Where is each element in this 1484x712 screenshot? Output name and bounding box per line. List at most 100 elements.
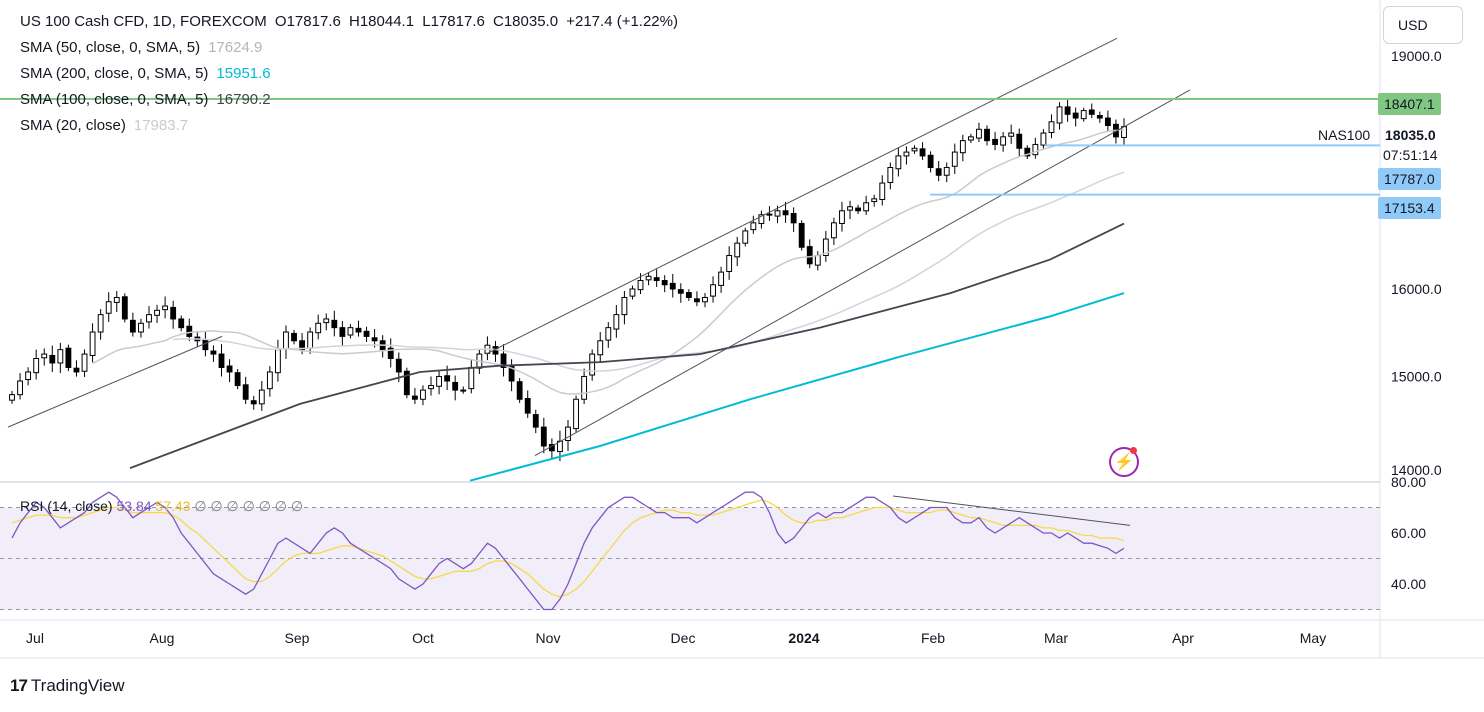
candle-up: [742, 230, 749, 244]
candle-up: [33, 358, 40, 374]
time-tick-label: Aug: [150, 630, 175, 646]
candle-down: [766, 213, 773, 216]
candle-up: [315, 322, 322, 334]
candle-up: [283, 331, 289, 350]
candle-down: [387, 347, 394, 360]
candle-down: [234, 372, 241, 387]
candle-up: [734, 242, 741, 258]
close-label: C: [492, 13, 504, 30]
candle-up: [967, 136, 974, 141]
candle-up: [307, 331, 314, 349]
resistance-price-tag: 18407.1: [1378, 93, 1441, 115]
candle-up: [629, 288, 636, 297]
low-value: 17817.6: [430, 13, 485, 30]
candle-up: [726, 254, 733, 272]
brand-name: TradingView: [30, 676, 125, 695]
rsi-legend[interactable]: RSI (14, close) 53.84 57.43 ∅ ∅ ∅ ∅ ∅ ∅ …: [20, 498, 303, 515]
candle-up: [428, 385, 434, 390]
candle-up: [9, 394, 15, 401]
candle-up: [1056, 106, 1063, 124]
sma100-legend[interactable]: SMA (100, close, 0, SMA, 5) 16790.2: [20, 91, 275, 108]
time-tick-label: May: [1300, 630, 1326, 646]
candle-down: [500, 353, 507, 368]
price-tick-label: 15000.0: [1391, 368, 1442, 384]
candle-up: [1032, 143, 1039, 156]
candle-up: [154, 309, 160, 316]
high-value: 18044.1: [359, 13, 415, 30]
candle-up: [146, 314, 152, 323]
rsi-label: RSI (14, close): [20, 498, 113, 514]
candle-up: [138, 322, 144, 333]
sma50-legend[interactable]: SMA (50, close, 0, SMA, 5) 17624.9: [20, 39, 266, 56]
sma200-legend[interactable]: SMA (200, close, 0, SMA, 5) 15951.6: [20, 65, 275, 82]
candle-down: [65, 347, 72, 368]
candle-down: [919, 148, 926, 157]
candle-up: [565, 426, 571, 441]
rsi-value: 53.84: [116, 498, 152, 514]
candle-down: [1024, 147, 1031, 157]
sma50-line: [173, 171, 1125, 372]
candle-up: [97, 314, 104, 333]
candle-up: [750, 222, 757, 231]
time-tick-label: Nov: [536, 630, 561, 646]
sma200-label: SMA (200, close, 0, SMA, 5): [20, 65, 209, 82]
candle-up: [347, 327, 354, 336]
candle-up: [25, 371, 32, 381]
candle-down: [1064, 106, 1071, 115]
tradingview-logo-icon: 17: [10, 676, 28, 695]
candle-up: [105, 301, 112, 314]
candle-up: [774, 210, 781, 217]
sma20-legend[interactable]: SMA (20, close) 17983.7: [20, 117, 192, 134]
candle-down: [218, 353, 225, 368]
candle-up: [887, 166, 894, 183]
candle-down: [73, 367, 80, 373]
candle-down: [291, 332, 297, 342]
candle-up: [839, 210, 845, 224]
candle-up: [645, 275, 652, 281]
candle-up: [581, 375, 588, 400]
sma50-label: SMA (50, close, 0, SMA, 5): [20, 39, 201, 56]
candle-down: [524, 398, 531, 414]
candle-up: [89, 331, 96, 356]
sma20-label: SMA (20, close): [20, 117, 126, 134]
currency-button[interactable]: USD: [1383, 6, 1463, 44]
candle-down: [178, 318, 185, 329]
support2-price-tag: 17153.4: [1378, 197, 1441, 219]
price-tick-label: 19000.0: [1391, 48, 1442, 64]
symbol-header: US 100 Cash CFD, 1D, FOREXCOM O17817.6 H…: [20, 13, 682, 30]
bar-countdown: 07:51:14: [1383, 147, 1438, 163]
lightning-icon[interactable]: ⚡: [1109, 447, 1139, 477]
candle-up: [589, 353, 596, 376]
notification-dot: [1130, 447, 1137, 454]
candle-down: [299, 340, 306, 351]
candle-down: [250, 400, 257, 405]
brand-footer[interactable]: 17 TradingView: [10, 676, 124, 696]
candle-up: [1040, 132, 1047, 146]
candle-down: [927, 154, 934, 168]
sma20-line: [92, 128, 1125, 395]
candle-down: [242, 384, 249, 400]
open-label: O: [274, 13, 287, 30]
candle-up: [710, 284, 716, 297]
rsi-ma-value: 57.43: [155, 498, 191, 514]
candle-up: [605, 327, 612, 341]
candle-up: [1000, 136, 1007, 146]
candle-up: [637, 280, 644, 291]
candle-down: [694, 298, 700, 303]
candle-down: [677, 289, 684, 294]
candle-up: [895, 155, 902, 170]
candle-down: [331, 319, 338, 329]
time-tick-label: Apr: [1172, 630, 1194, 646]
candle-up: [879, 182, 886, 200]
sma100-value: 16790.2: [216, 91, 271, 108]
symbol-title: US 100 Cash CFD, 1D, FOREXCOM: [20, 13, 267, 30]
sma20-value: 17983.7: [133, 117, 189, 134]
candle-down: [226, 365, 233, 373]
candle-up: [951, 151, 958, 167]
candle-down: [129, 319, 136, 333]
candle-up: [943, 166, 950, 176]
candle-up: [1048, 121, 1055, 133]
candle-down: [855, 207, 862, 212]
candle-down: [516, 381, 523, 400]
